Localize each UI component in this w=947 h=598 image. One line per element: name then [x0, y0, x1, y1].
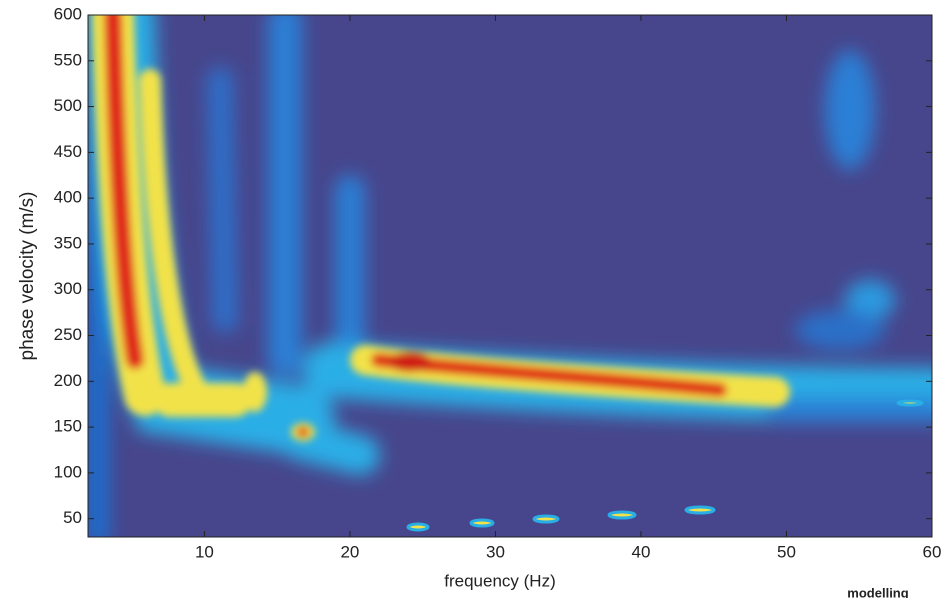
y-tick-label: 550 — [54, 50, 82, 69]
y-tick-label: 600 — [54, 4, 82, 23]
x-tick-label: 10 — [195, 542, 214, 561]
x-tick-label: 60 — [923, 542, 942, 561]
x-tick-label: 30 — [486, 542, 505, 561]
x-axis-label: frequency (Hz) — [444, 571, 555, 590]
y-tick-label: 450 — [54, 142, 82, 161]
y-tick-label: 350 — [54, 233, 82, 252]
y-axis-label: phase velocity (m/s) — [17, 192, 38, 361]
annotation: modelling — [847, 585, 908, 598]
dispersion-image — [88, 15, 932, 537]
y-tick-label: 300 — [54, 279, 82, 298]
y-tick-label: 200 — [54, 371, 82, 390]
x-tick-label: 20 — [340, 542, 359, 561]
y-tick-label: 50 — [63, 508, 82, 527]
y-tick-label: 400 — [54, 188, 82, 207]
y-tick-label: 150 — [54, 417, 82, 436]
y-tick-label: 500 — [54, 96, 82, 115]
x-tick-label: 40 — [632, 542, 651, 561]
x-tick-label: 50 — [777, 542, 796, 561]
plot-frame — [87, 14, 933, 538]
y-tick-label: 100 — [54, 462, 82, 481]
y-tick-label: 250 — [54, 325, 82, 344]
